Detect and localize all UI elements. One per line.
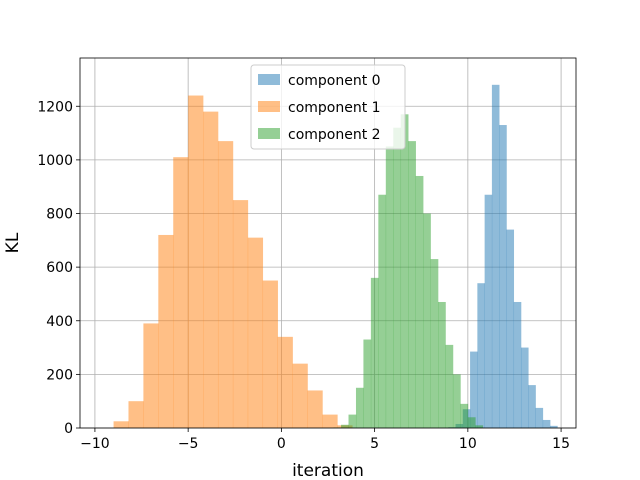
histogram-bar-component-2: [460, 403, 469, 428]
y-tick-label: 1000: [37, 153, 73, 169]
legend-label-component-2: component 2: [288, 127, 381, 143]
histogram-bar-component-0: [484, 194, 493, 428]
histogram-bar-component-1: [173, 157, 189, 429]
histogram-bar-component-1: [262, 280, 278, 428]
histogram-bar-component-0: [535, 407, 544, 428]
histogram-bar-component-2: [430, 259, 439, 428]
histogram-bar-component-2: [408, 141, 416, 428]
histogram-bar-component-1: [203, 111, 219, 428]
histogram-bar-component-0: [506, 229, 515, 428]
histogram-bar-component-2: [467, 417, 476, 428]
legend: component 0 component 1 component 2: [250, 64, 406, 150]
histogram-bar-component-1: [307, 390, 323, 428]
x-tick-label: 5: [370, 436, 379, 452]
histogram-bar-component-1: [113, 421, 129, 428]
histogram-bar-component-1: [292, 363, 308, 428]
histogram-bar-component-2: [393, 127, 402, 428]
y-tick-label: 800: [46, 207, 73, 223]
x-tick-label: 0: [277, 436, 286, 452]
histogram-bar-component-1: [143, 323, 159, 428]
histogram-bar-component-0: [513, 301, 522, 428]
histogram-bar-component-2: [475, 425, 484, 428]
legend-label-component-1: component 1: [288, 100, 381, 116]
histogram-bar-component-1: [232, 200, 249, 428]
histogram-bar-component-1: [322, 414, 338, 428]
histogram-bar-component-2: [378, 194, 387, 428]
y-tick-label: 1200: [37, 99, 73, 115]
histogram-bar-component-0: [499, 125, 507, 428]
plot-frame: [79, 57, 577, 429]
histogram-bar-component-1: [128, 401, 144, 428]
histogram-bar-component-2: [415, 175, 424, 428]
y-tick-label: 0: [64, 421, 73, 437]
legend-label-component-0: component 0: [288, 73, 381, 89]
histogram-bar-component-2: [423, 213, 431, 428]
y-axis-title: KL: [3, 232, 23, 253]
histogram-bar-component-2: [341, 424, 349, 428]
bars-layer: [113, 84, 558, 429]
histogram-bar-component-0: [491, 84, 500, 429]
histogram-bar-component-1: [188, 95, 204, 429]
histogram-bar-component-2: [452, 374, 461, 428]
legend-swatch-component-1: [258, 101, 280, 112]
histogram-bar-component-2: [355, 387, 364, 428]
histogram-bar-component-2: [385, 146, 394, 428]
legend-swatch-component-2: [258, 128, 280, 139]
histogram-bar-component-1: [217, 141, 234, 428]
histogram-bar-component-2: [445, 344, 454, 428]
histogram-bar-component-2: [348, 414, 357, 428]
y-tick-label: 600: [46, 260, 73, 276]
legend-box: [250, 64, 406, 150]
x-tick-label: −5: [178, 436, 199, 452]
histogram-bar-component-1: [277, 336, 293, 428]
x-tick-label: 10: [459, 436, 477, 452]
histogram-bar-component-0: [520, 347, 529, 428]
histogram-bar-component-0: [528, 385, 536, 428]
histogram-bar-component-2: [400, 114, 409, 428]
histogram-bar-component-0: [470, 351, 478, 428]
x-tick-label: 15: [552, 436, 570, 452]
histogram-bar-component-0: [542, 419, 551, 428]
histogram-bar-component-0: [550, 425, 558, 428]
histogram-bar-component-0: [477, 283, 485, 428]
legend-swatch-component-0: [258, 74, 280, 85]
histogram-bar-component-2: [438, 301, 446, 428]
histogram-bar-component-1: [158, 234, 174, 428]
x-tick-label: −10: [80, 436, 110, 452]
histogram-bar-component-2: [363, 339, 372, 428]
ticks-layer: −10 −5 0 5 10 15 0 200 400 600 800 1000 1200: [37, 99, 570, 452]
x-axis-title: iteration: [292, 461, 364, 480]
y-tick-label: 200: [46, 367, 73, 383]
histogram-bar-component-2: [370, 277, 379, 428]
y-tick-label: 400: [46, 314, 73, 330]
histogram-bar-component-1: [247, 237, 264, 428]
